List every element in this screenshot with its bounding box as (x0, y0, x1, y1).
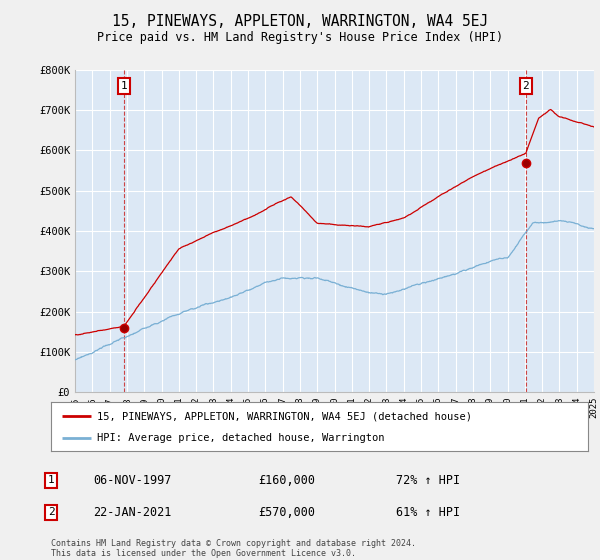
Text: 1: 1 (121, 81, 128, 91)
Text: HPI: Average price, detached house, Warrington: HPI: Average price, detached house, Warr… (97, 433, 384, 444)
Text: £570,000: £570,000 (258, 506, 315, 519)
Text: 72% ↑ HPI: 72% ↑ HPI (396, 474, 460, 487)
Text: 61% ↑ HPI: 61% ↑ HPI (396, 506, 460, 519)
Text: 1: 1 (47, 475, 55, 486)
Text: 22-JAN-2021: 22-JAN-2021 (93, 506, 172, 519)
Text: 15, PINEWAYS, APPLETON, WARRINGTON, WA4 5EJ: 15, PINEWAYS, APPLETON, WARRINGTON, WA4 … (112, 14, 488, 29)
Text: 2: 2 (47, 507, 55, 517)
Text: 06-NOV-1997: 06-NOV-1997 (93, 474, 172, 487)
Text: £160,000: £160,000 (258, 474, 315, 487)
Text: Contains HM Land Registry data © Crown copyright and database right 2024.
This d: Contains HM Land Registry data © Crown c… (51, 539, 416, 558)
Text: 15, PINEWAYS, APPLETON, WARRINGTON, WA4 5EJ (detached house): 15, PINEWAYS, APPLETON, WARRINGTON, WA4 … (97, 411, 472, 421)
Text: Price paid vs. HM Land Registry's House Price Index (HPI): Price paid vs. HM Land Registry's House … (97, 31, 503, 44)
Text: 2: 2 (522, 81, 529, 91)
